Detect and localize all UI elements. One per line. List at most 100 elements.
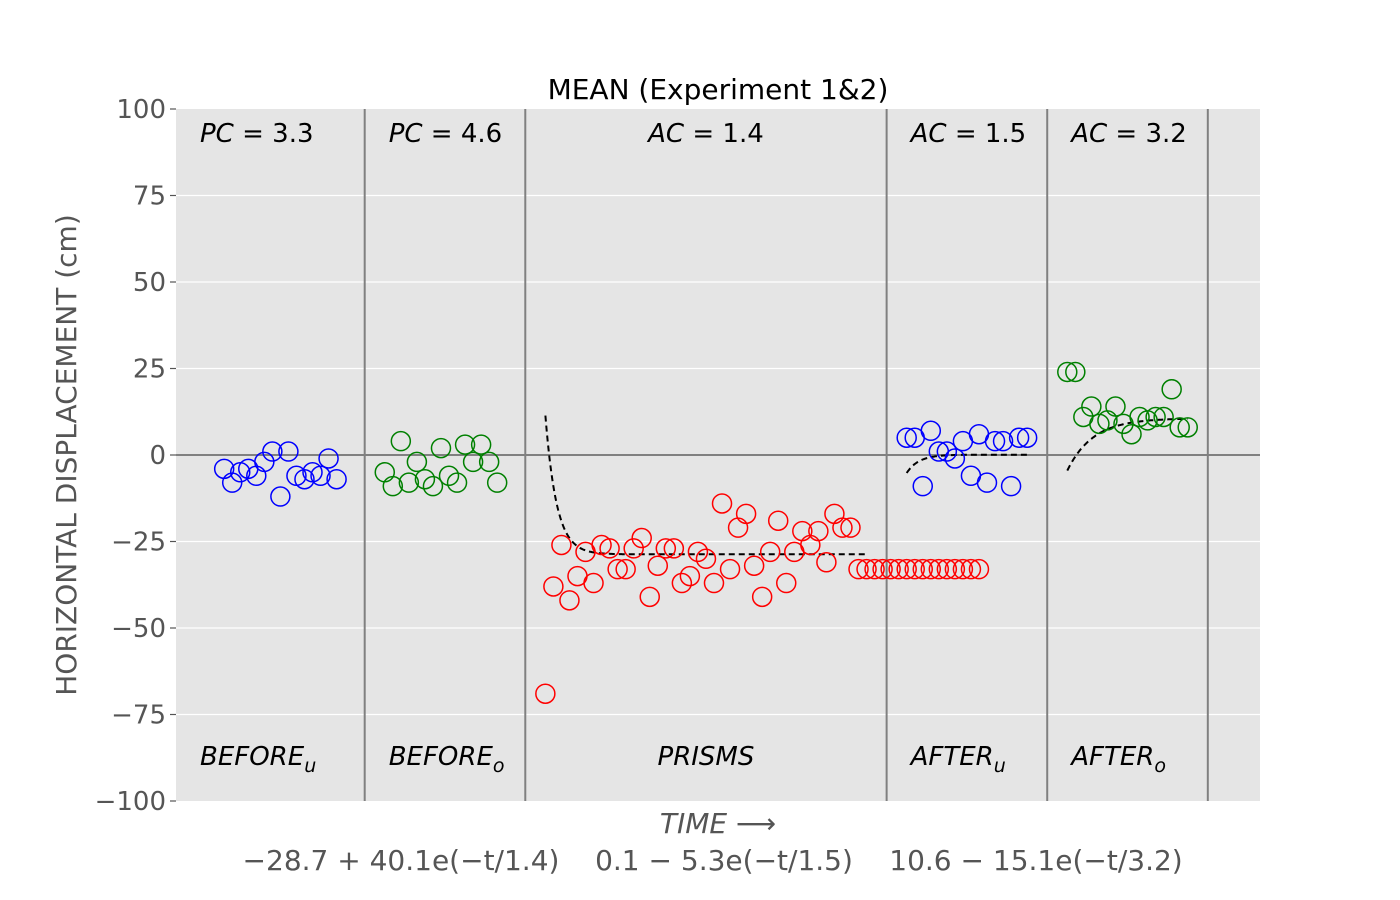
data-point bbox=[767, 510, 789, 531]
data-point bbox=[254, 451, 275, 473]
data-point bbox=[318, 448, 339, 469]
data-point bbox=[390, 430, 412, 452]
phase-label: AFTERu bbox=[909, 742, 1006, 777]
data-point bbox=[711, 493, 733, 514]
fit-formula-after-o: 10.6 − 15.1e(−t/3.2) bbox=[889, 844, 1182, 877]
data-point bbox=[735, 503, 757, 525]
data-point bbox=[743, 555, 765, 576]
data-point bbox=[751, 586, 773, 608]
data-point bbox=[278, 441, 299, 462]
data-point bbox=[848, 558, 869, 580]
data-point bbox=[759, 541, 781, 563]
data-point bbox=[904, 558, 925, 580]
data-point bbox=[262, 441, 283, 462]
phase-annotations: PC = 3.3 BEFOREu PC = 4.6 BEFOREo AC = 1.4 PR… bbox=[200, 119, 1187, 777]
y-tick-label: −100 bbox=[95, 787, 166, 817]
data-point bbox=[615, 558, 636, 580]
data-point bbox=[896, 558, 917, 580]
data-point bbox=[936, 558, 958, 580]
data-point bbox=[856, 558, 877, 580]
data-point bbox=[920, 420, 942, 442]
phase-label: BEFOREu bbox=[200, 742, 316, 777]
chart-title: MEAN (Experiment 1&2) bbox=[548, 73, 889, 106]
data-point bbox=[952, 558, 974, 580]
data-point bbox=[776, 572, 797, 594]
data-point bbox=[864, 558, 885, 580]
data-point bbox=[406, 451, 428, 473]
phase-metric: PC = 4.6 bbox=[389, 119, 503, 149]
phase-metric: AC = 3.2 bbox=[1069, 119, 1187, 149]
data-point bbox=[382, 475, 404, 497]
data-point bbox=[398, 472, 420, 493]
data-point bbox=[816, 552, 837, 573]
x-axis-label: TIME ⟶ bbox=[660, 807, 776, 840]
data-point bbox=[928, 558, 950, 580]
data-point bbox=[992, 430, 1014, 452]
data-point bbox=[607, 558, 628, 580]
data-points bbox=[213, 361, 1198, 704]
data-point bbox=[422, 475, 444, 497]
data-point bbox=[695, 548, 717, 570]
data-point bbox=[703, 572, 725, 594]
data-point bbox=[984, 430, 1006, 452]
data-point bbox=[880, 558, 901, 580]
data-point bbox=[326, 468, 347, 490]
phase-label: BEFOREo bbox=[389, 742, 505, 777]
data-point bbox=[1169, 417, 1190, 438]
phase-metric: AC = 1.4 bbox=[646, 119, 764, 149]
data-point bbox=[944, 558, 966, 580]
phase-metric: AC = 1.5 bbox=[909, 119, 1027, 149]
fit-formula-prisms: −28.7 + 40.1e(−t/1.4) bbox=[243, 844, 560, 877]
data-point bbox=[551, 534, 572, 556]
data-point bbox=[631, 527, 652, 549]
data-point bbox=[270, 486, 291, 507]
data-point bbox=[944, 448, 966, 469]
data-point bbox=[1161, 379, 1182, 400]
data-point bbox=[663, 538, 685, 559]
data-point bbox=[221, 472, 243, 493]
data-point bbox=[976, 472, 998, 493]
data-point bbox=[655, 538, 677, 559]
data-point bbox=[1016, 427, 1038, 448]
data-point bbox=[639, 586, 660, 608]
data-point bbox=[478, 451, 500, 473]
data-point bbox=[543, 576, 564, 597]
data-point bbox=[936, 441, 958, 462]
data-point bbox=[438, 465, 460, 487]
y-tick-label: −50 bbox=[111, 614, 166, 644]
data-point bbox=[294, 468, 315, 490]
y-ticks: 100 75 50 25 0 −25 −50 −75 −100 bbox=[95, 95, 176, 817]
data-point bbox=[671, 572, 693, 594]
data-point bbox=[454, 434, 476, 455]
data-point bbox=[1105, 396, 1126, 417]
y-tick-label: −25 bbox=[111, 528, 166, 558]
data-point bbox=[470, 434, 492, 455]
data-point bbox=[1177, 417, 1198, 438]
data-point bbox=[647, 555, 669, 576]
y-tick-label: 50 bbox=[133, 268, 166, 298]
data-point bbox=[414, 468, 436, 490]
y-axis-label: HORIZONTAL DISPLACEMENT (cm) bbox=[50, 214, 83, 696]
y-tick-label: 100 bbox=[116, 95, 166, 125]
data-point bbox=[896, 427, 917, 448]
grid-lines bbox=[176, 194, 1260, 716]
data-point bbox=[623, 538, 644, 559]
fit-formula-after-u: 0.1 − 5.3e(−t/1.5) bbox=[595, 844, 853, 877]
fit-curve bbox=[1066, 417, 1188, 472]
data-point bbox=[808, 520, 829, 542]
phase-label: AFTERo bbox=[1069, 742, 1166, 777]
data-point bbox=[559, 590, 580, 611]
data-point bbox=[912, 558, 934, 580]
data-point bbox=[446, 472, 468, 493]
data-point bbox=[679, 565, 701, 587]
phase-label: PRISMS bbox=[658, 742, 755, 772]
y-tick-label: −75 bbox=[111, 701, 166, 731]
data-point bbox=[1145, 406, 1166, 428]
data-point bbox=[1121, 423, 1142, 445]
data-point bbox=[1000, 475, 1022, 497]
phase-metric: PC = 3.3 bbox=[200, 119, 314, 149]
data-point bbox=[599, 538, 620, 559]
data-point bbox=[1153, 406, 1174, 428]
data-point bbox=[1057, 361, 1078, 383]
